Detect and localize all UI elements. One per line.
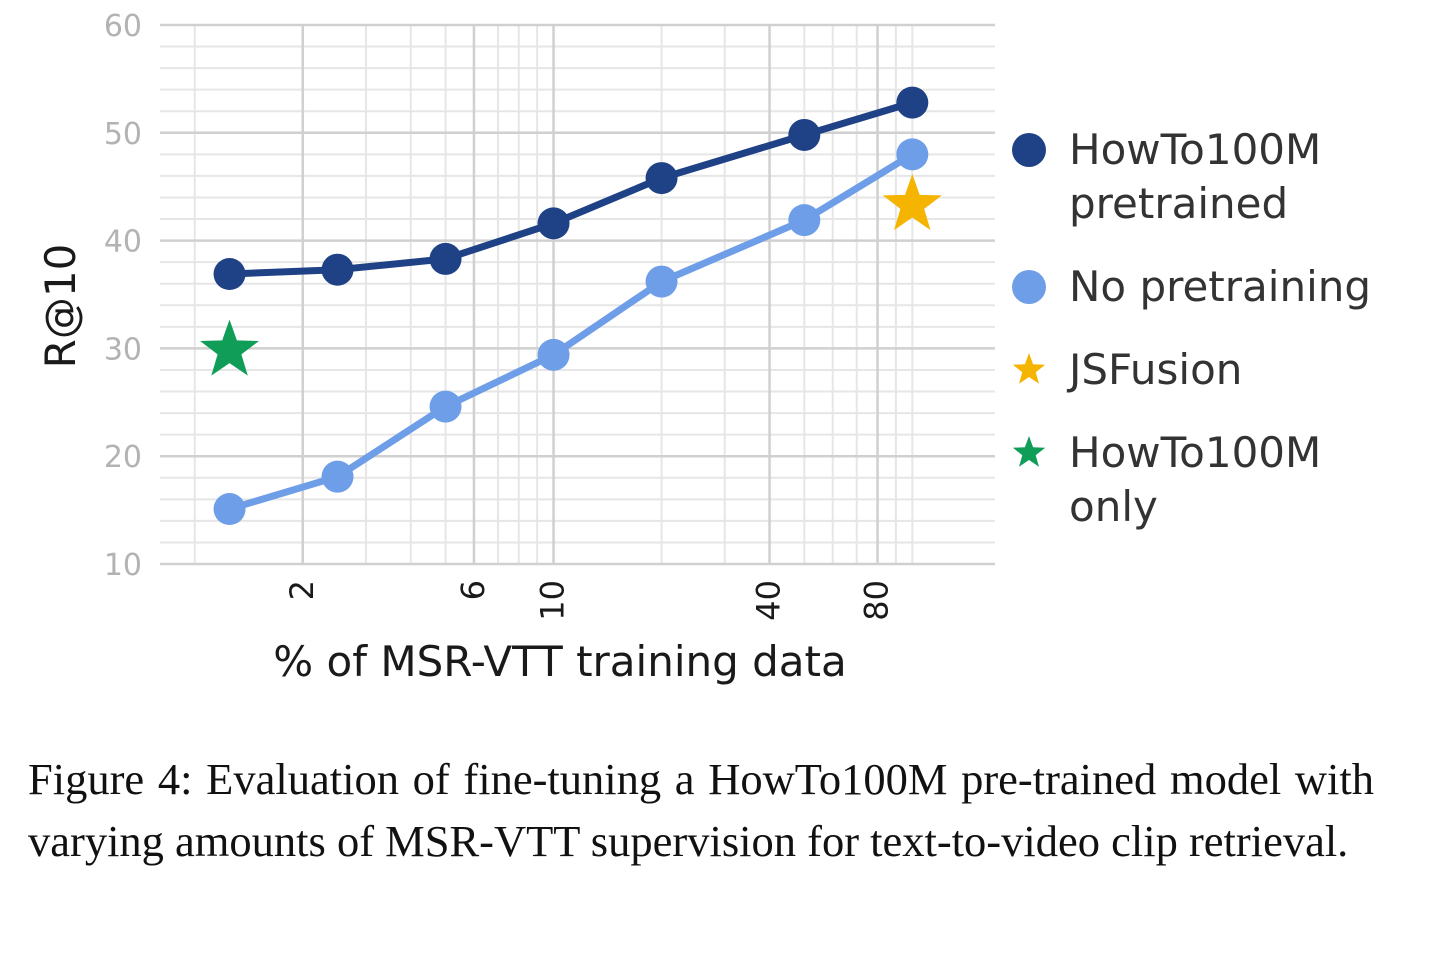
legend: HowTo100M pretrained No pretraining JSFusio… [1012, 125, 1371, 531]
legend-label: No pretraining [1069, 262, 1371, 311]
y-tick-label: 10 [104, 548, 142, 583]
x-tick-label: 80 [858, 580, 896, 621]
data-point [537, 338, 570, 371]
data-point [321, 460, 354, 493]
y-tick-label: 20 [104, 440, 142, 475]
data-point [213, 258, 246, 291]
y-tick-labels: 10 20 30 40 50 60 [104, 9, 142, 583]
x-tick-label: 2 [283, 580, 321, 600]
legend-item: No pretraining [1012, 262, 1371, 311]
data-point [896, 138, 929, 171]
data-point [213, 493, 246, 526]
legend-swatch [1012, 133, 1046, 167]
data-point-star [200, 319, 259, 376]
data-point [896, 86, 929, 119]
series-layer [200, 86, 942, 526]
legend-label: JSFusion [1066, 345, 1242, 394]
line-chart: 10 20 30 40 50 60 2 6 10 40 80 R@10 % of MSR-VTT … [36, 9, 1371, 686]
legend-item: JSFusion [1012, 345, 1242, 394]
legend-item: HowTo100M only [1012, 428, 1321, 531]
series-jsfusion [882, 174, 942, 231]
series-howto100m-only [200, 319, 259, 376]
data-point [429, 242, 462, 275]
data-point [645, 162, 678, 195]
y-axis-title: R@10 [36, 244, 85, 369]
data-point [645, 265, 678, 298]
x-tick-label: 10 [534, 580, 572, 621]
legend-item: HowTo100M pretrained [1012, 125, 1321, 228]
x-tick-labels: 2 6 10 40 80 [283, 580, 896, 621]
data-point [788, 118, 821, 151]
figure-caption: Figure 4: Evaluation of fine-tuning a Ho… [28, 754, 1374, 866]
data-point [788, 204, 821, 237]
x-tick-label: 40 [750, 580, 788, 621]
legend-swatch [1012, 270, 1046, 304]
legend-label: HowTo100M [1069, 125, 1321, 174]
y-tick-label: 60 [104, 9, 142, 44]
y-tick-label: 30 [104, 332, 142, 367]
legend-label: only [1069, 482, 1158, 531]
legend-label: pretrained [1069, 179, 1288, 228]
data-point [537, 207, 570, 240]
legend-swatch-star [1012, 436, 1046, 467]
data-point-star [882, 174, 942, 231]
legend-swatch-star [1012, 353, 1046, 384]
y-tick-label: 50 [104, 117, 142, 152]
legend-label: HowTo100M [1069, 428, 1321, 477]
series-howto100m-pretrained [213, 86, 929, 291]
data-point [429, 390, 462, 423]
data-point [321, 253, 354, 286]
x-tick-label: 6 [454, 580, 492, 600]
series-no-pretraining [213, 138, 929, 526]
y-tick-label: 40 [104, 225, 142, 260]
x-axis-title: % of MSR-VTT training data [273, 637, 846, 686]
grid-lines [160, 23, 995, 566]
